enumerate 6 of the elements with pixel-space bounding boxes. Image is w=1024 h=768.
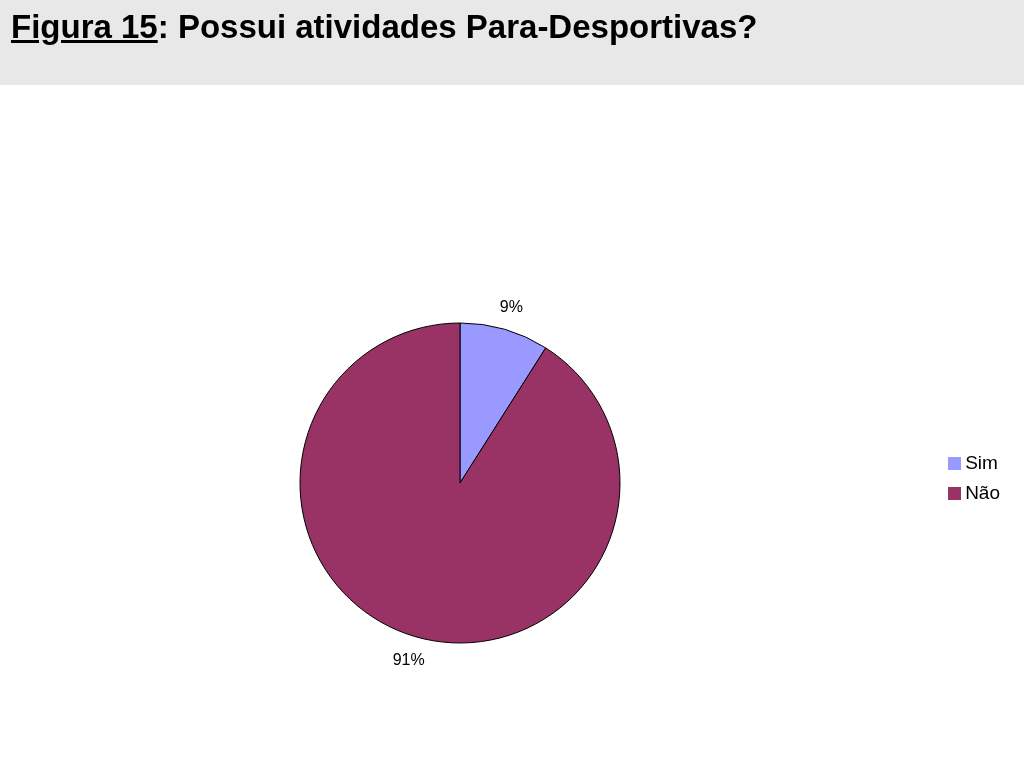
pie-slice <box>299 322 621 644</box>
data-label: 9% <box>499 297 523 315</box>
legend-label: Sim <box>965 452 998 473</box>
data-label: 91% <box>392 651 425 669</box>
chart-title: Figura 15: Possui atividades Para-Desportivas? <box>11 8 758 45</box>
legend-label: Não <box>965 482 1000 503</box>
